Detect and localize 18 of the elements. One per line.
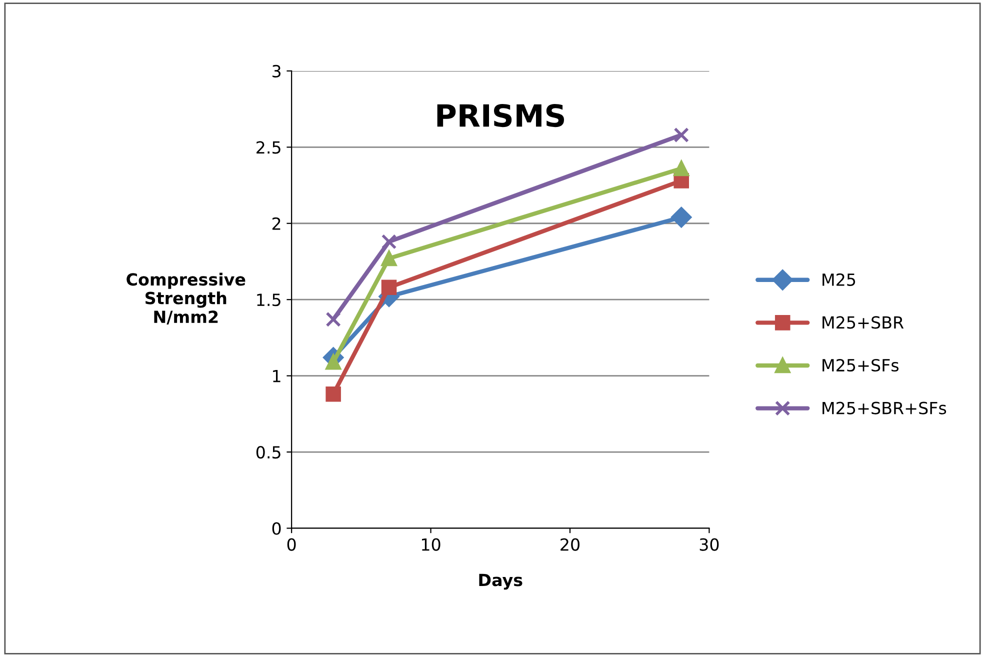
legend-label: M25 (822, 273, 856, 286)
legend-label: M25+SBR+SFs (822, 402, 946, 414)
y-tick-label: 2 (272, 217, 280, 230)
x-tick-label: 30 (700, 538, 719, 551)
y-tick-label: 1.5 (257, 294, 280, 306)
x-axis-title: Days (479, 574, 522, 590)
x-tick-label: 0 (287, 538, 296, 551)
text: PRISMS (437, 104, 564, 128)
x-tick-label: 20 (560, 538, 580, 551)
y-tick-label: 2.5 (256, 141, 280, 154)
legend-label: M25+SFs (822, 358, 899, 372)
y-tick-label: 1 (273, 370, 280, 382)
x-tick-label: 10 (422, 538, 440, 551)
y-tick-label: 0 (272, 522, 281, 535)
legend-label: M25+SBR (822, 316, 904, 329)
y-tick-label: 3 (272, 64, 280, 78)
y-axis-title: Compressive Strength N/mm2 (126, 272, 246, 324)
y-tick-label: 0.5 (256, 446, 280, 459)
